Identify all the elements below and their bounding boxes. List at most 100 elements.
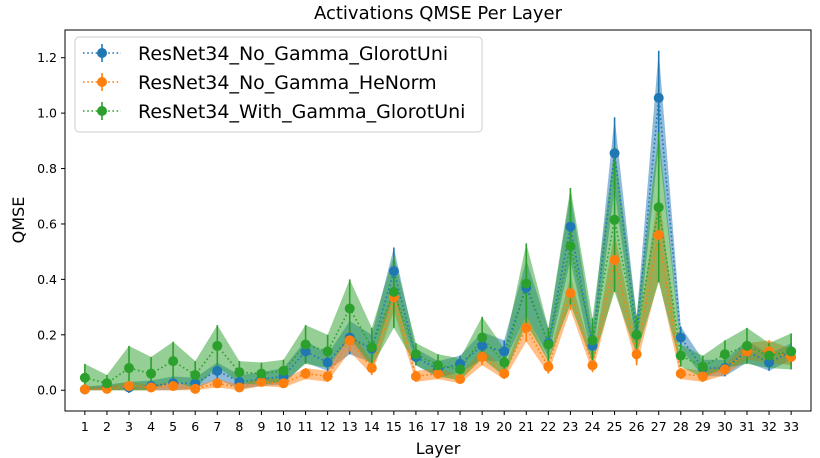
data-point [477, 332, 488, 343]
data-point [101, 378, 112, 389]
x-tick-label: 5 [169, 419, 177, 434]
data-point [322, 371, 333, 382]
x-tick-label: 27 [651, 419, 667, 434]
data-point [234, 367, 245, 378]
x-axis-ticks: 1 2 3 4 5 6 7 8 9 10 11 12 13 14 15 16 17 18 19 20 21 22 23 24 2… [81, 411, 799, 434]
x-tick-label: 18 [452, 419, 468, 434]
series-line-2 [84, 207, 792, 385]
data-point [477, 351, 488, 362]
x-tick-label: 12 [320, 419, 336, 434]
x-tick-label: 3 [125, 419, 133, 434]
data-point [322, 357, 333, 368]
data-point [764, 357, 775, 368]
y-axis-label: QMSE [9, 197, 28, 244]
x-tick-label: 19 [474, 419, 490, 434]
y-tick-label: 0.2 [37, 327, 57, 342]
data-point [653, 230, 664, 241]
x-tick-label: 22 [540, 419, 556, 434]
y-tick-label: 0.6 [37, 216, 57, 231]
x-tick-label: 33 [783, 419, 799, 434]
x-tick-label: 7 [213, 419, 221, 434]
series-lines [84, 97, 792, 391]
legend-marker [97, 48, 107, 58]
x-tick-label: 14 [364, 419, 380, 434]
data-point [300, 339, 311, 350]
data-point [344, 303, 355, 314]
data-point [499, 368, 510, 379]
x-tick-label: 2 [103, 419, 111, 434]
x-tick-label: 6 [191, 419, 199, 434]
data-point [168, 356, 179, 367]
data-point [675, 350, 686, 361]
data-point [234, 382, 245, 393]
legend-label: ResNet34_No_Gamma_HeNorm [138, 72, 437, 94]
x-tick-label: 30 [717, 419, 733, 434]
data-point [719, 364, 730, 375]
x-tick-label: 4 [147, 419, 155, 434]
x-tick-label: 9 [257, 419, 265, 434]
data-point [300, 346, 311, 357]
data-point [79, 384, 90, 395]
y-tick-label: 0.4 [37, 272, 57, 287]
data-point [521, 322, 532, 333]
data-point [410, 349, 421, 360]
data-point [212, 378, 223, 389]
data-point [565, 241, 576, 252]
data-point [433, 368, 443, 379]
legend-marker [97, 106, 107, 116]
data-point [675, 332, 686, 343]
x-tick-label: 16 [408, 419, 424, 434]
data-point [278, 378, 289, 389]
data-point [543, 339, 554, 350]
x-tick-label: 23 [562, 419, 578, 434]
data-point [741, 340, 752, 351]
data-point [609, 148, 620, 159]
legend-box [74, 36, 483, 133]
data-point [455, 364, 466, 375]
data-point [344, 335, 355, 346]
legend: ResNet34_No_Gamma_GlorotUni ResNet34_No_G… [74, 36, 483, 133]
data-point [212, 340, 223, 351]
data-point [168, 381, 179, 392]
y-tick-label: 1.2 [37, 50, 57, 65]
legend-label: ResNet34_With_Gamma_GlorotUni [138, 101, 465, 123]
data-point [433, 360, 443, 371]
x-tick-label: 32 [761, 419, 777, 434]
y-axis-ticks: 0.0 0.2 0.4 0.6 0.8 1.0 1.2 [37, 50, 65, 398]
x-tick-label: 13 [342, 419, 358, 434]
data-point [477, 340, 488, 351]
data-point [455, 374, 466, 385]
x-tick-label: 15 [386, 419, 402, 434]
data-point [653, 202, 664, 213]
data-point [190, 383, 201, 394]
data-point [146, 382, 157, 393]
x-tick-label: 17 [430, 419, 446, 434]
data-point [609, 214, 620, 225]
data-point [565, 288, 576, 299]
data-point [300, 368, 311, 379]
data-point [146, 368, 157, 379]
y-tick-label: 0.8 [37, 161, 57, 176]
data-point [719, 349, 730, 360]
data-point [697, 361, 708, 372]
series-markers [79, 92, 797, 395]
y-tick-label: 0.0 [37, 383, 57, 398]
data-point [388, 266, 399, 277]
data-point [256, 376, 267, 387]
x-tick-label: 31 [739, 419, 755, 434]
series-line-1 [84, 234, 792, 391]
x-tick-label: 1 [81, 419, 89, 434]
data-point [366, 363, 377, 374]
data-point [565, 221, 576, 232]
legend-label: ResNet34_No_Gamma_GlorotUni [138, 43, 448, 65]
data-point [764, 350, 775, 361]
data-point [124, 363, 135, 374]
x-tick-label: 29 [695, 419, 711, 434]
data-point [609, 254, 620, 265]
data-point [278, 365, 289, 376]
x-tick-label: 21 [518, 419, 534, 434]
data-point [388, 286, 399, 297]
x-tick-label: 24 [585, 419, 601, 434]
data-point [212, 365, 223, 376]
data-point [499, 346, 510, 357]
